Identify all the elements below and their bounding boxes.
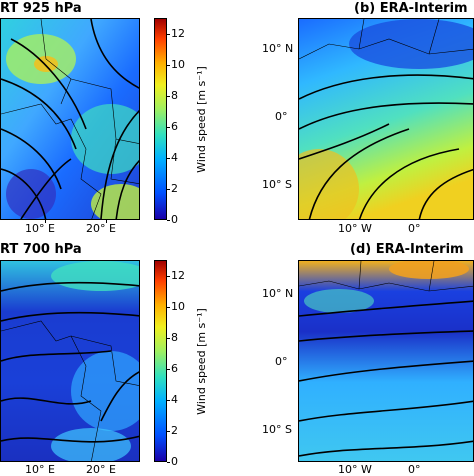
- colorbar-bottom-tick-12: 12: [171, 268, 185, 282]
- colorbar-top-tick-0: 0: [171, 213, 178, 226]
- panel-d-lat-tick-1: 10° N: [262, 287, 294, 300]
- panel-d-map: [298, 260, 474, 462]
- colorbar-bottom-label: Wind speed [m s⁻¹]: [194, 308, 208, 415]
- panel-b-lon-tick-2: 0°: [408, 222, 421, 235]
- colorbar-top-tick-6: 6: [171, 119, 178, 133]
- colorbar-top-label: Wind speed [m s⁻¹]: [194, 66, 208, 173]
- colorbar-bottom-tick-6: 6: [171, 361, 178, 375]
- panel-a-lon-tick-1: 10° E: [25, 222, 55, 235]
- panel-a-map: [0, 18, 140, 220]
- panel-c-lon-tick-2: 20° E: [86, 463, 116, 476]
- panel-d-lon-tick-1: 10° W: [338, 463, 372, 476]
- colorbar-bottom-tick-0: 0: [171, 455, 178, 468]
- colorbar-bottom-tick-4: 4: [171, 392, 178, 406]
- colorbar-top-tick-10: 10: [171, 57, 185, 71]
- colorbar-bottom-tick-8: 8: [171, 330, 178, 344]
- colorbar-top-tick-8: 8: [171, 88, 178, 102]
- panel-d-lat-tick-3: 10° S: [262, 423, 292, 436]
- colorbar-top: [154, 18, 167, 220]
- panel-b-map: [298, 18, 474, 220]
- panel-b-title: (b) ERA-Interim: [354, 1, 468, 16]
- panel-c-title: RT 700 hPa: [0, 242, 82, 257]
- panel-d-lat-tick-2: 0°: [275, 355, 288, 368]
- panel-c-map: [0, 260, 140, 462]
- colorbar-bottom: [154, 260, 167, 462]
- panel-a-lon-tick-2: 20° E: [86, 222, 116, 235]
- panel-b-lat-tick-3: 10° S: [262, 178, 292, 191]
- panel-b-lat-tick-1: 10° N: [262, 42, 294, 55]
- panel-d-lon-tick-2: 0°: [408, 463, 421, 476]
- panel-d-title: (d) ERA-Interim: [350, 242, 464, 257]
- panel-c-lon-tick-1: 10° E: [25, 463, 55, 476]
- colorbar-top-tick-12: 12: [171, 26, 185, 40]
- colorbar-top-tick-2: 2: [171, 181, 178, 195]
- panel-a-title: RT 925 hPa: [0, 1, 82, 16]
- panel-b-lon-tick-1: 10° W: [338, 222, 372, 235]
- colorbar-top-tick-4: 4: [171, 150, 178, 164]
- colorbar-bottom-tick-10: 10: [171, 299, 185, 313]
- colorbar-bottom-tick-2: 2: [171, 423, 178, 437]
- panel-b-lat-tick-2: 0°: [275, 110, 288, 123]
